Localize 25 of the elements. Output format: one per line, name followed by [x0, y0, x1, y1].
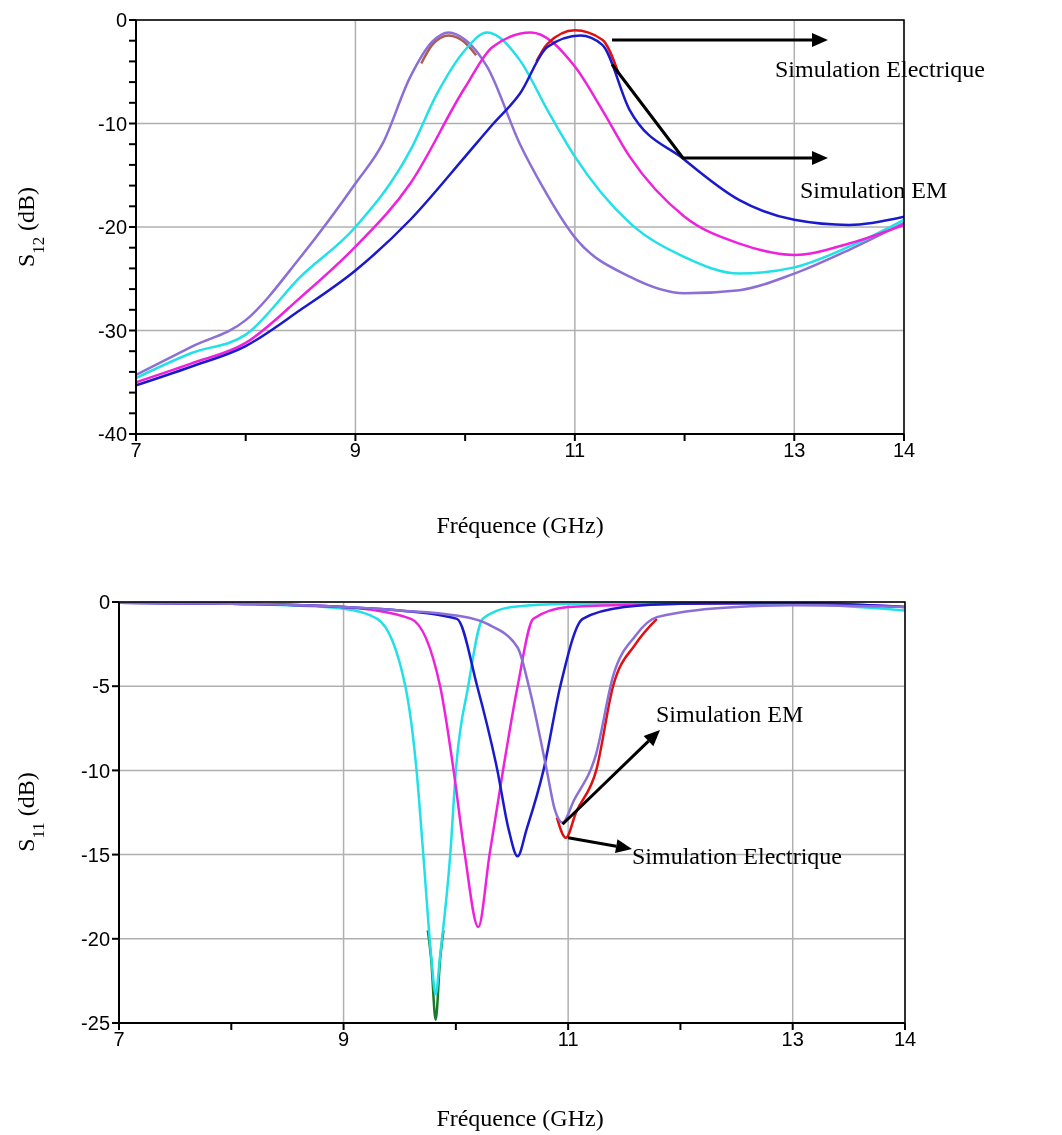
x-tick-label: 11 — [564, 439, 586, 462]
y-tick-label: -20 — [98, 216, 127, 239]
y-tick-label: 0 — [98, 591, 110, 614]
annotation: Simulation EM — [656, 701, 804, 727]
x-axis-title: Fréquence (GHz) — [436, 512, 604, 538]
annotation: Simulation Electrique — [632, 843, 842, 869]
x-tick-label: 11 — [557, 1028, 579, 1051]
y-tick-label: -5 — [92, 675, 110, 698]
y-tick-label: -10 — [81, 759, 110, 782]
y-tick-label: -10 — [98, 112, 127, 135]
x-tick-label: 7 — [130, 439, 142, 462]
x-tick-label: 9 — [349, 439, 361, 462]
x-tick-label: 13 — [781, 1028, 804, 1051]
x-tick-label: 14 — [892, 439, 916, 462]
x-tick-label: 14 — [893, 1028, 917, 1051]
y-tick-label: -20 — [81, 927, 110, 950]
y-tick-label: -30 — [98, 319, 127, 342]
x-tick-label: 13 — [783, 439, 806, 462]
x-tick-label: 9 — [338, 1028, 350, 1051]
y-tick-label: -40 — [98, 423, 127, 446]
y-tick-label: -25 — [81, 1012, 110, 1035]
x-axis-title: Fréquence (GHz) — [436, 1105, 604, 1131]
y-tick-label: -15 — [81, 843, 110, 866]
y-tick-label: 0 — [115, 9, 127, 32]
x-tick-label: 7 — [113, 1028, 125, 1051]
